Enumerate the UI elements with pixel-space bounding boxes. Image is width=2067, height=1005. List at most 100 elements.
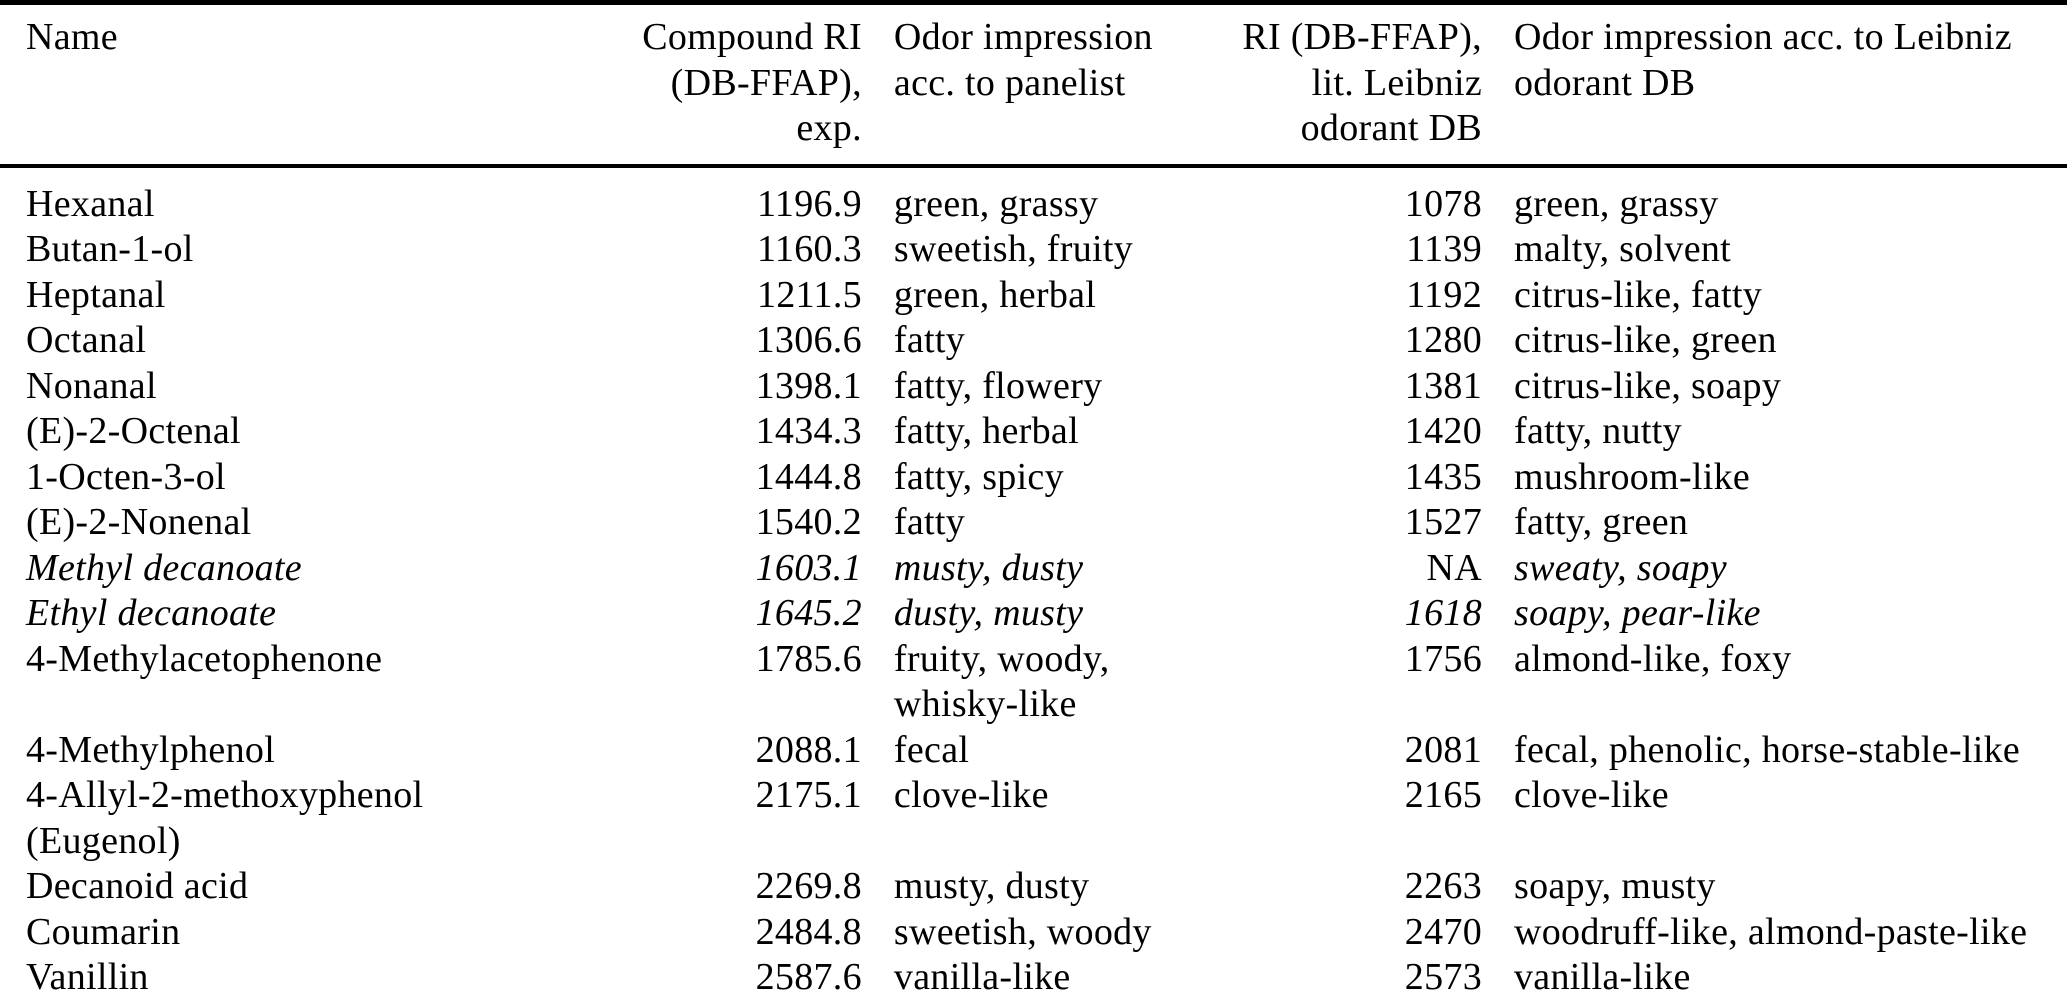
table-row: Heptanal 1211.5 green, herbal 1192 citrus-li…: [0, 273, 2067, 319]
odor-db-cell: fecal, phenolic, horse-stable-like: [1514, 728, 2021, 771]
header-ri-lit-leibniz: RI (DB-FFAP), lit. Leibniz odorant DB: [1198, 2, 1482, 168]
ri-exp-cell: 2269.8: [755, 865, 862, 907]
ri-lit-cell: 2165: [1404, 774, 1482, 816]
ri-lit-cell: 1381: [1404, 364, 1482, 407]
table-row: Coumarin 2484.8 sweetish, woody 2470 woodruf…: [0, 910, 2067, 956]
name-cell: Ethyl decanoate: [26, 592, 277, 634]
ri-lit-cell: 1280: [1404, 319, 1482, 361]
ri-exp-cell: 2175.1: [755, 774, 862, 816]
name-cell: (E)-2-Octenal: [26, 410, 241, 452]
table-row: 4-Allyl-2-methoxyphenol (Eugenol) 2175.1 c…: [0, 773, 2067, 864]
name-cell: 4-Allyl-2-methoxyphenol (Eugenol): [26, 774, 424, 862]
odor-panelist-cell: clove-like: [893, 774, 1049, 816]
header-odor-impression-leibniz-db: Odor impression acc. to Leibniz odorant …: [1482, 2, 2067, 168]
name-cell: (E)-2-Nonenal: [26, 501, 252, 543]
table-row: Hexanal 1196.9 green, grassy 1078 green, gra…: [0, 166, 2067, 228]
ri-lit-cell: 1527: [1404, 501, 1482, 543]
ri-lit-cell: 2081: [1404, 728, 1482, 771]
odor-panelist-cell: fatty: [893, 501, 966, 543]
table-header: Name Compound RI (DB-FFAP), exp. Odor im…: [0, 2, 2067, 168]
table-row: (E)-2-Octenal 1434.3 fatty, herbal 1420 fatt…: [0, 409, 2067, 455]
odor-panelist-cell: fatty: [893, 319, 966, 361]
odor-panelist-cell: fruity, woody, whisky-like: [893, 637, 1110, 726]
ri-lit-cell: 1618: [1404, 592, 1482, 634]
odor-db-cell: mushroom-like: [1514, 455, 1751, 498]
odor-db-cell: vanilla-like: [1514, 956, 1691, 998]
ri-lit-cell: 1192: [1406, 273, 1482, 316]
header-row: Name Compound RI (DB-FFAP), exp. Odor im…: [0, 2, 2067, 168]
ri-exp-cell: 2088.1: [755, 728, 862, 771]
name-cell: 4-Methylacetophenone: [26, 637, 383, 680]
table-row: Methyl decanoate 1603.1 musty, dusty NA swea…: [0, 546, 2067, 592]
ri-lit-cell: 1435: [1404, 455, 1482, 498]
header-odor-impression-panelist: Odor impression acc. to panelist: [861, 2, 1199, 168]
ri-lit-cell: NA: [1426, 546, 1482, 589]
name-cell: Hexanal: [26, 182, 155, 225]
table-body: Hexanal 1196.9 green, grassy 1078 green, gra…: [0, 166, 2067, 1005]
table-row: Butan-1-ol 1160.3 sweetish, fruity 1139 malt…: [0, 227, 2067, 273]
odor-db-cell: soapy, musty: [1514, 865, 1716, 907]
ri-exp-cell: 1306.6: [755, 319, 862, 361]
odor-db-cell: woodruff-like, almond-paste-like: [1514, 910, 2028, 953]
ri-exp-cell: 1434.3: [755, 410, 862, 452]
ri-exp-cell: 1540.2: [755, 501, 862, 543]
ri-lit-cell: 2573: [1404, 956, 1482, 998]
name-cell: 1-Octen-3-ol: [26, 455, 226, 498]
odor-db-cell: almond-like, foxy: [1514, 637, 1792, 680]
header-compound-ri-exp: Compound RI (DB-FFAP), exp.: [578, 2, 862, 168]
table-row: 4-Methylacetophenone 1785.6 fruity, woody,…: [0, 637, 2067, 728]
name-cell: Butan-1-ol: [26, 228, 194, 270]
name-cell: 4-Methylphenol: [26, 728, 276, 771]
odor-db-cell: clove-like: [1514, 774, 1669, 816]
name-cell: Coumarin: [26, 910, 181, 953]
name-cell: Heptanal: [26, 273, 166, 316]
odor-panelist-cell: fatty, spicy: [893, 455, 1064, 498]
odor-db-cell: citrus-like, green: [1514, 319, 1777, 361]
ri-lit-cell: 1756: [1404, 637, 1482, 680]
odor-db-cell: citrus-like, soapy: [1514, 364, 1782, 407]
ri-exp-cell: 1398.1: [755, 364, 862, 407]
odor-panelist-cell: musty, dusty: [893, 546, 1084, 589]
name-cell: Vanillin: [26, 956, 149, 998]
ri-exp-cell: 1211.5: [757, 273, 862, 316]
odor-panelist-cell: sweetish, fruity: [893, 228, 1134, 270]
odor-panelist-cell: green, grassy: [893, 182, 1099, 225]
ri-exp-cell: 2484.8: [755, 910, 862, 953]
table-row: Decanoid acid 2269.8 musty, dusty 2263 soapy…: [0, 864, 2067, 910]
table-row: 1-Octen-3-ol 1444.8 fatty, spicy 1435 mushro…: [0, 455, 2067, 501]
ri-lit-cell: 1420: [1404, 410, 1482, 452]
ri-exp-cell: 2587.6: [755, 956, 862, 998]
ri-lit-cell: 1078: [1404, 182, 1482, 225]
odor-panelist-cell: green, herbal: [893, 273, 1097, 316]
ri-exp-cell: 1196.9: [757, 182, 862, 225]
ri-lit-cell: 2263: [1404, 865, 1482, 907]
odor-panelist-cell: musty, dusty: [893, 865, 1090, 907]
ri-exp-cell: 1645.2: [755, 592, 862, 634]
odor-db-cell: fatty, green: [1514, 501, 1689, 543]
table-row: Vanillin 2587.6 vanilla-like 2573 vanilla-li…: [0, 955, 2067, 1005]
odor-panelist-cell: dusty, musty: [893, 592, 1084, 634]
odor-panelist-cell: vanilla-like: [893, 956, 1071, 998]
odor-db-cell: soapy, pear-like: [1514, 592, 1761, 634]
ri-lit-cell: 1139: [1406, 228, 1482, 270]
ri-exp-cell: 1160.3: [757, 228, 862, 270]
ri-lit-cell: 2470: [1404, 910, 1482, 953]
odor-db-cell: sweaty, soapy: [1514, 546, 1727, 589]
odor-db-cell: fatty, nutty: [1514, 410, 1682, 452]
ri-exp-cell: 1785.6: [755, 637, 862, 680]
odor-panelist-cell: fatty, flowery: [893, 364, 1103, 407]
header-name: Name: [0, 2, 579, 168]
odor-db-cell: malty, solvent: [1514, 228, 1732, 270]
odor-panelist-cell: sweetish, woody: [893, 910, 1152, 953]
ri-exp-cell: 1603.1: [755, 546, 862, 589]
name-cell: Nonanal: [26, 364, 157, 407]
table-row: (E)-2-Nonenal 1540.2 fatty 1527 fatty, green: [0, 500, 2067, 546]
odor-db-cell: citrus-like, fatty: [1514, 273, 1763, 316]
name-cell: Octanal: [26, 319, 147, 361]
odor-panelist-cell: fatty, herbal: [893, 410, 1079, 452]
name-cell: Methyl decanoate: [26, 546, 302, 589]
ri-exp-cell: 1444.8: [755, 455, 862, 498]
odor-db-cell: green, grassy: [1514, 182, 1719, 225]
